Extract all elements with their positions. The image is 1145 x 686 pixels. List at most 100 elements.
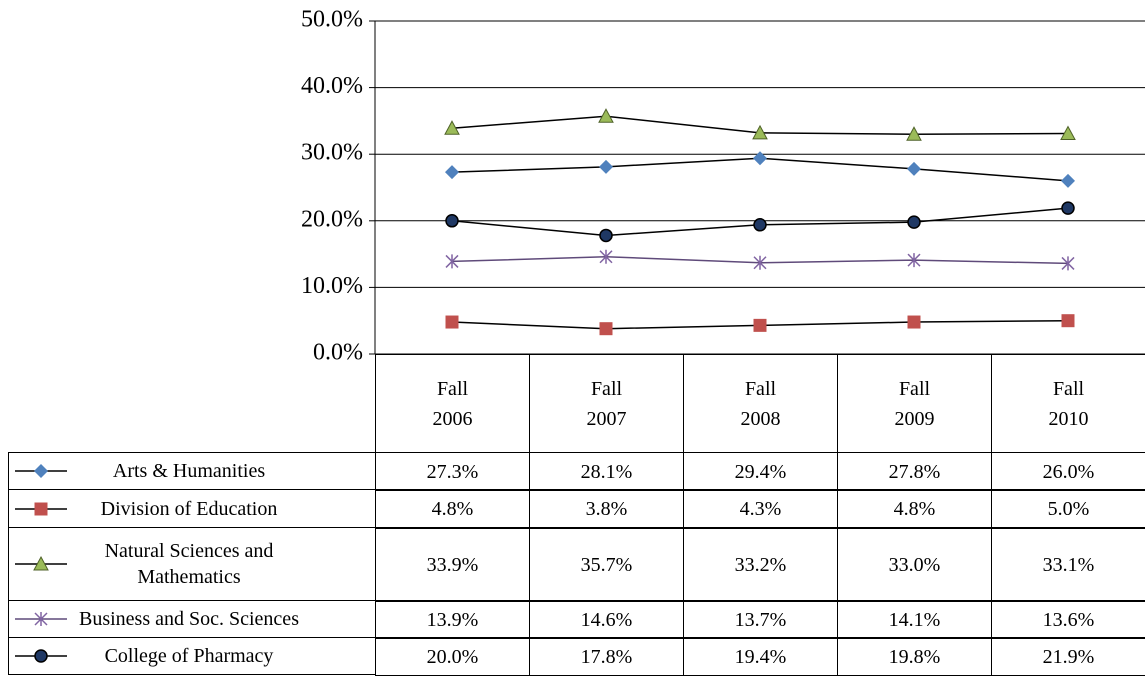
legend-cell: Division of Education [8, 489, 376, 528]
value-cell-text: 4.8% [431, 498, 474, 520]
marker [1061, 173, 1075, 188]
legend-key [15, 612, 67, 626]
marker [445, 214, 459, 228]
value-cell: 27.8% [837, 452, 992, 491]
marker [752, 124, 768, 140]
category-header-text: Fall 2010 [1048, 377, 1089, 430]
category-header: Fall 2009 [837, 354, 992, 453]
value-cell: 17.8% [529, 637, 684, 676]
marker [753, 318, 767, 332]
value-cell: 4.3% [683, 489, 838, 529]
category-header-text: Fall 2008 [740, 377, 781, 430]
marker [445, 315, 459, 329]
value-cell-text: 3.8% [585, 498, 628, 520]
legend-key [15, 555, 67, 571]
legend-label: Division of Education [100, 497, 278, 520]
legend-cell: Natural Sciences and Mathematics [8, 527, 376, 601]
value-cell-text: 14.1% [888, 608, 941, 631]
value-cell: 33.2% [683, 527, 838, 602]
value-cell-text: 14.6% [580, 608, 633, 631]
marker [445, 254, 459, 269]
category-header-text: Fall 2007 [586, 377, 627, 430]
marker [599, 159, 613, 174]
value-cell-text: 5.0% [1047, 498, 1090, 520]
value-cell-text: 29.4% [734, 460, 787, 483]
marker [599, 228, 613, 243]
value-cell: 35.7% [529, 527, 684, 602]
value-cell: 3.8% [529, 489, 684, 529]
value-cell-text: 4.3% [739, 498, 782, 520]
marker [445, 165, 459, 180]
y-tick-label: 50.0% [301, 7, 363, 33]
value-cell-text: 33.0% [888, 553, 941, 576]
value-cell-text: 21.9% [1042, 645, 1095, 668]
y-tick-label: 0.0% [313, 340, 363, 366]
value-cell: 21.9% [991, 637, 1145, 676]
value-cell: 33.0% [837, 527, 992, 602]
value-cell: 29.4% [683, 452, 838, 491]
marker [34, 502, 48, 515]
legend-key [15, 502, 67, 515]
marker [34, 612, 48, 626]
marker [1061, 256, 1075, 271]
marker [907, 215, 921, 229]
marker [906, 126, 922, 141]
y-tick-label: 40.0% [301, 73, 363, 99]
y-tick-label: 20.0% [301, 206, 363, 232]
value-cell: 33.1% [991, 527, 1145, 602]
legend-key [15, 649, 67, 663]
value-cell-text: 17.8% [580, 645, 633, 668]
value-cell: 13.7% [683, 600, 838, 639]
legend-cell: College of Pharmacy [8, 637, 376, 675]
value-cell: 20.0% [375, 637, 530, 676]
legend-key [15, 464, 67, 478]
category-header-text: Fall 2009 [894, 377, 935, 430]
value-cell: 14.6% [529, 600, 684, 639]
marker [907, 253, 921, 268]
category-header-text: Fall 2006 [432, 377, 473, 430]
value-cell: 28.1% [529, 452, 684, 491]
marker [1060, 125, 1076, 141]
value-cell: 4.8% [375, 489, 530, 529]
value-cell-text: 4.8% [893, 498, 936, 520]
category-header: Fall 2007 [529, 354, 684, 453]
value-cell: 33.9% [375, 527, 530, 602]
category-header: Fall 2010 [991, 354, 1145, 453]
marker [753, 255, 767, 270]
value-cell-text: 19.8% [888, 645, 941, 668]
legend-label: College of Pharmacy [104, 645, 274, 667]
legend-label: Arts & Humanities [112, 460, 266, 482]
marker [598, 108, 614, 123]
value-cell-text: 33.2% [734, 553, 787, 576]
marker [599, 249, 613, 264]
value-cell: 13.6% [991, 600, 1145, 639]
legend-cell: Business and Soc. Sciences [8, 600, 376, 638]
marker [34, 464, 48, 478]
legend-label: Business and Soc. Sciences [79, 608, 299, 630]
value-cell-text: 33.1% [1042, 553, 1095, 576]
value-cell-text: 33.9% [426, 553, 479, 576]
value-cell-text: 27.3% [426, 460, 479, 483]
value-cell: 5.0% [991, 489, 1145, 529]
value-cell-text: 27.8% [888, 460, 941, 483]
value-cell: 4.8% [837, 489, 992, 529]
value-cell: 19.4% [683, 637, 838, 676]
value-cell-text: 20.0% [426, 645, 479, 668]
value-cell-text: 26.0% [1042, 460, 1095, 483]
marker [599, 322, 613, 336]
value-cell-text: 13.7% [734, 608, 787, 631]
value-cell: 14.1% [837, 600, 992, 639]
marker [907, 315, 921, 329]
value-cell: 19.8% [837, 637, 992, 676]
value-cell-text: 19.4% [734, 645, 787, 668]
marker [753, 218, 767, 232]
value-cell: 13.9% [375, 600, 530, 639]
marker [1061, 201, 1075, 215]
legend-cell: Arts & Humanities [8, 452, 376, 490]
value-cell: 26.0% [991, 452, 1145, 491]
category-header: Fall 2008 [683, 354, 838, 453]
value-cell-text: 28.1% [580, 460, 633, 483]
legend-label: Natural Sciences and Mathematics [104, 540, 274, 588]
y-tick-label: 10.0% [301, 273, 363, 299]
